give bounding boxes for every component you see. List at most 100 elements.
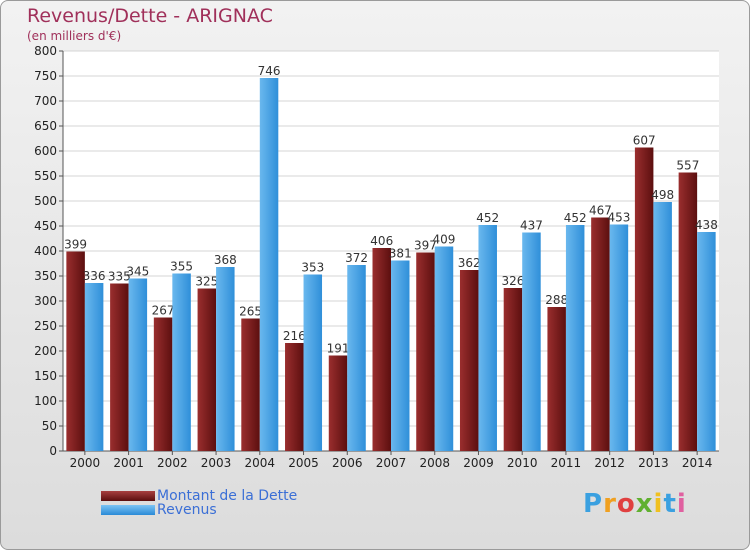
data-label-dette: 265 bbox=[239, 305, 262, 319]
bar-dette-2002 bbox=[153, 317, 173, 451]
bar-dette-2010 bbox=[503, 288, 523, 451]
y-tick-label: 350 bbox=[34, 269, 57, 283]
legend-item-dette: Montant de la Dette bbox=[101, 488, 298, 504]
bar-revenus-2010 bbox=[522, 232, 541, 451]
x-tick-label: 2013 bbox=[638, 456, 669, 470]
bar-revenus-2006 bbox=[347, 265, 366, 451]
data-label-dette: 467 bbox=[589, 204, 612, 218]
data-label-revenus: 345 bbox=[126, 265, 149, 279]
data-label-dette: 325 bbox=[195, 275, 218, 289]
data-label-dette: 362 bbox=[458, 256, 481, 270]
data-label-revenus: 409 bbox=[433, 233, 456, 247]
x-tick-label: 2011 bbox=[551, 456, 582, 470]
y-tick-label: 400 bbox=[34, 244, 57, 258]
data-label-dette: 191 bbox=[327, 342, 350, 356]
bar-dette-2012 bbox=[591, 217, 610, 451]
y-tick-label: 750 bbox=[34, 69, 57, 83]
x-tick-label: 2004 bbox=[245, 456, 276, 470]
x-tick-label: 2007 bbox=[376, 456, 407, 470]
x-tick-label: 2010 bbox=[507, 456, 538, 470]
bar-dette-2007 bbox=[372, 248, 391, 451]
y-tick-label: 300 bbox=[34, 294, 57, 308]
legend-item-revenus: Revenus bbox=[101, 502, 217, 518]
y-tick-label: 50 bbox=[42, 419, 57, 433]
logo-letter: t bbox=[663, 489, 677, 519]
logo-letter: o bbox=[616, 489, 636, 519]
proxiti-logo: Proxiti bbox=[583, 489, 687, 519]
legend-swatch-revenus bbox=[101, 505, 155, 515]
data-label-revenus: 452 bbox=[476, 211, 499, 225]
x-tick-label: 2000 bbox=[70, 456, 101, 470]
bar-revenus-2008 bbox=[434, 246, 454, 451]
data-label-revenus: 355 bbox=[170, 260, 193, 274]
x-tick-label: 2001 bbox=[113, 456, 144, 470]
chart-title: Revenus/Dette - ARIGNAC bbox=[27, 5, 273, 27]
bar-dette-2000 bbox=[66, 251, 85, 451]
logo-letter: P bbox=[583, 489, 604, 519]
bar-dette-2001 bbox=[110, 283, 129, 451]
bar-dette-2013 bbox=[634, 147, 654, 451]
bar-revenus-2012 bbox=[609, 224, 629, 451]
y-tick-label: 250 bbox=[34, 319, 57, 333]
logo-letter: r bbox=[603, 489, 617, 519]
bar-revenus-2003 bbox=[216, 267, 235, 451]
data-label-dette: 288 bbox=[545, 293, 568, 307]
y-tick-label: 150 bbox=[34, 369, 57, 383]
y-tick-label: 700 bbox=[34, 94, 57, 108]
data-label-dette: 267 bbox=[152, 304, 175, 318]
bar-revenus-2004 bbox=[259, 78, 279, 451]
data-label-revenus: 353 bbox=[301, 261, 324, 275]
y-tick-label: 450 bbox=[34, 219, 57, 233]
bar-revenus-2014 bbox=[697, 232, 716, 451]
x-tick-label: 2014 bbox=[682, 456, 713, 470]
data-label-dette: 557 bbox=[676, 159, 699, 173]
data-label-revenus: 498 bbox=[651, 188, 674, 202]
x-tick-label: 2012 bbox=[594, 456, 625, 470]
bar-revenus-2009 bbox=[478, 225, 497, 451]
bar-revenus-2002 bbox=[172, 273, 191, 451]
bar-dette-2014 bbox=[678, 172, 698, 451]
x-tick-label: 2005 bbox=[288, 456, 319, 470]
y-tick-label: 200 bbox=[34, 344, 57, 358]
legend-label-dette: Montant de la Dette bbox=[157, 488, 298, 504]
bar-revenus-2011 bbox=[565, 225, 585, 451]
data-label-dette: 326 bbox=[501, 274, 524, 288]
bar-dette-2006 bbox=[328, 355, 348, 451]
bar-revenus-2007 bbox=[391, 260, 410, 451]
x-tick-label: 2008 bbox=[419, 456, 450, 470]
data-label-revenus: 368 bbox=[214, 253, 237, 267]
y-tick-label: 500 bbox=[34, 194, 57, 208]
logo-letter: i bbox=[653, 489, 664, 519]
chart-subtitle: (en milliers d'€) bbox=[27, 29, 122, 43]
y-tick-label: 550 bbox=[34, 169, 57, 183]
x-tick-label: 2003 bbox=[201, 456, 232, 470]
bar-revenus-2005 bbox=[303, 274, 323, 451]
bar-dette-2008 bbox=[416, 252, 435, 451]
data-label-revenus: 438 bbox=[695, 218, 718, 232]
data-label-revenus: 453 bbox=[607, 211, 630, 225]
y-tick-label: 650 bbox=[34, 119, 57, 133]
data-label-revenus: 381 bbox=[389, 247, 412, 261]
y-tick-label: 0 bbox=[49, 444, 57, 458]
bar-dette-2005 bbox=[285, 343, 304, 451]
data-label-revenus: 452 bbox=[564, 211, 587, 225]
data-label-dette: 406 bbox=[370, 234, 393, 248]
data-label-dette: 399 bbox=[64, 238, 87, 252]
bar-revenus-2001 bbox=[128, 278, 148, 451]
bar-revenus-2000 bbox=[84, 283, 104, 451]
bar-dette-2011 bbox=[547, 307, 566, 451]
data-label-dette: 216 bbox=[283, 329, 306, 343]
bar-dette-2004 bbox=[241, 318, 260, 451]
x-tick-label: 2002 bbox=[157, 456, 188, 470]
y-tick-label: 100 bbox=[34, 394, 57, 408]
data-label-revenus: 336 bbox=[83, 269, 106, 283]
legend-swatch-dette bbox=[101, 491, 155, 501]
bar-dette-2009 bbox=[459, 270, 479, 451]
x-tick-label: 2006 bbox=[332, 456, 363, 470]
data-label-revenus: 437 bbox=[520, 219, 543, 233]
y-tick-label: 600 bbox=[34, 144, 57, 158]
bar-revenus-2013 bbox=[653, 202, 672, 451]
x-tick-label: 2009 bbox=[463, 456, 494, 470]
